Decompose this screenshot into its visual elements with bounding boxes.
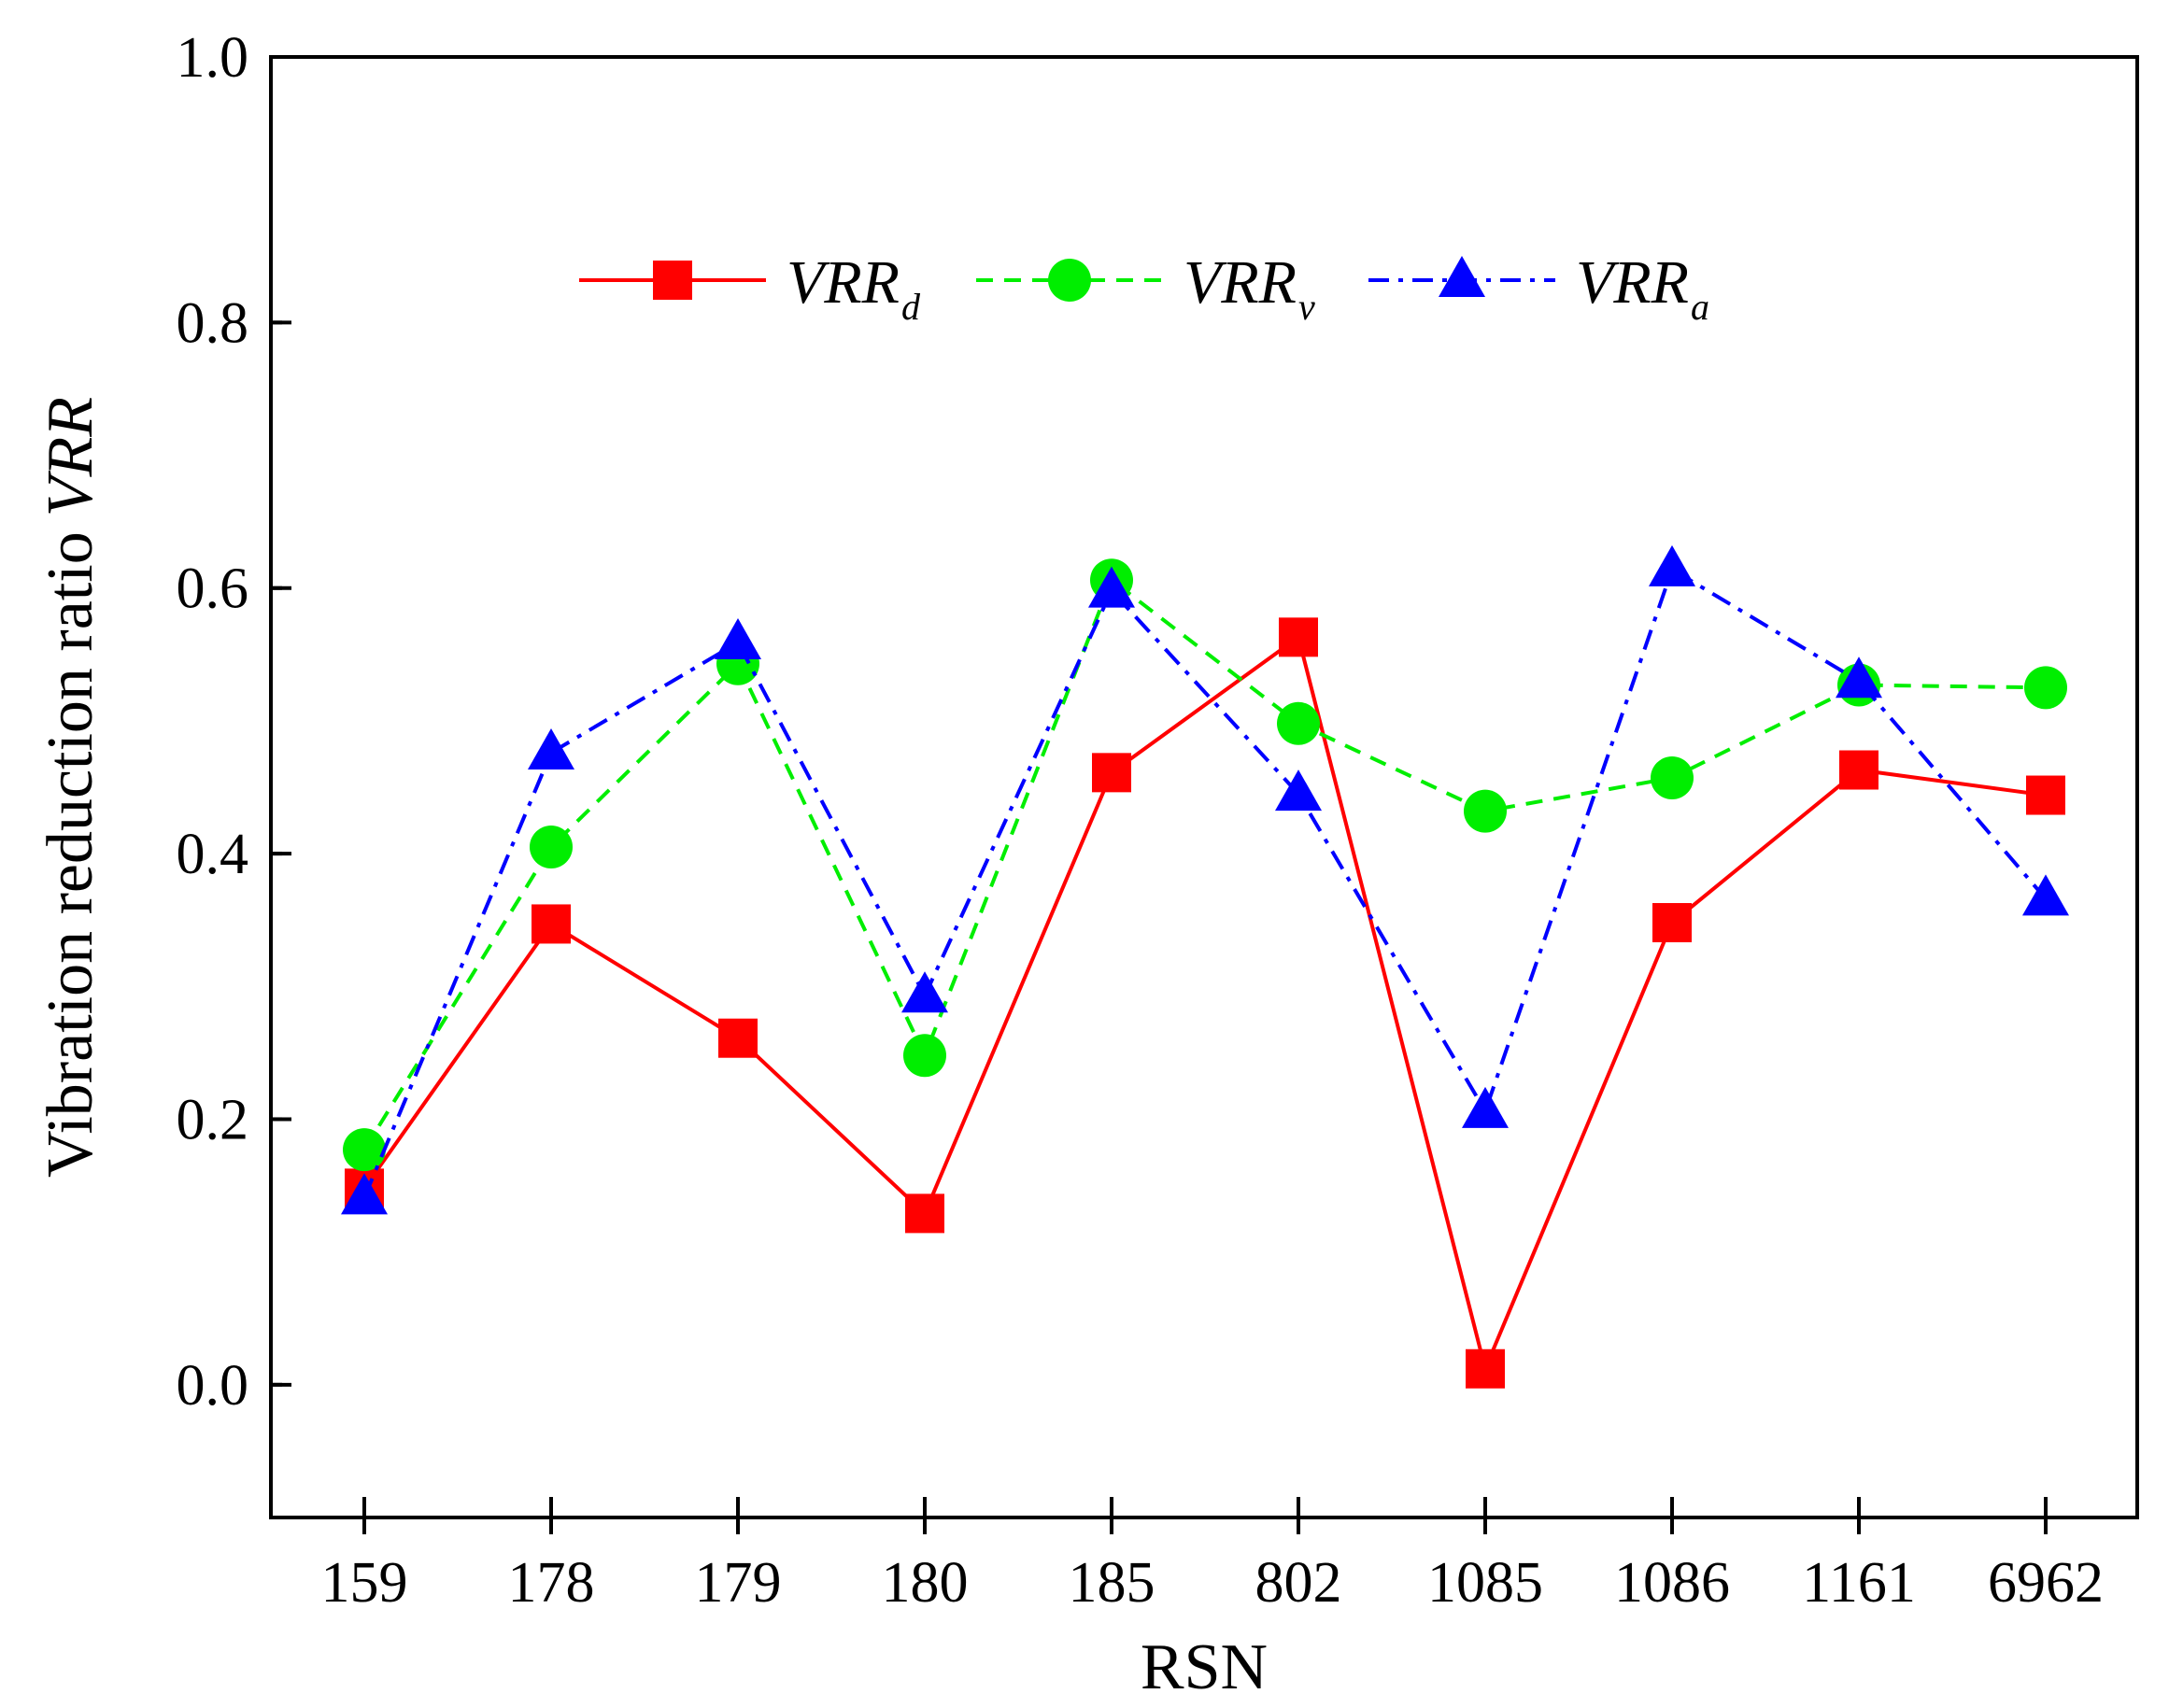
data-point-VRRa <box>1836 656 1882 699</box>
data-point-VRRv <box>343 1128 386 1172</box>
data-point-VRRa <box>1462 1086 1509 1128</box>
x-tick-label: 6962 <box>1988 1551 2104 1615</box>
y-axis-title-italic: VRR <box>35 397 106 516</box>
data-point-VRRa <box>2022 874 2069 916</box>
series-line-VRRv <box>362 576 2047 1151</box>
data-point-VRRa <box>1649 544 1695 586</box>
legend-label: VRRv <box>1184 248 1315 328</box>
series-VRRv <box>343 558 2067 1172</box>
legend-item-VRRv: VRRv <box>976 248 1315 328</box>
data-point-VRRv <box>1277 701 1320 745</box>
data-point-VRRa <box>715 618 761 660</box>
legend-label: VRRa <box>1576 248 1709 328</box>
data-point-VRRv <box>903 1034 946 1078</box>
x-tick-label: 159 <box>321 1551 408 1615</box>
data-point-VRRd <box>718 1018 758 1058</box>
series-VRRa <box>341 544 2069 1215</box>
y-tick-label: 1.0 <box>177 26 249 90</box>
data-point-VRRd <box>1092 753 1131 793</box>
axis-ticks: 0.0 0.2 0.4 0.6 0.8 1.0 159 178 179 180 185 802 1085… <box>177 26 2105 1615</box>
legend-marker <box>1048 259 1091 302</box>
y-tick-label: 0.6 <box>177 558 249 621</box>
series-layer <box>341 544 2069 1389</box>
data-point-VRRv <box>1464 789 1507 833</box>
data-point-VRRd <box>1652 903 1692 943</box>
x-tick-label: 178 <box>508 1551 595 1615</box>
data-point-VRRd <box>1466 1348 1505 1389</box>
y-tick-label: 0.4 <box>177 823 249 886</box>
data-point-VRRd <box>1279 617 1318 657</box>
series-VRRd <box>345 617 2065 1389</box>
data-point-VRRd <box>905 1193 944 1234</box>
legend-marker <box>653 261 692 300</box>
y-tick-label: 0.0 <box>177 1354 249 1418</box>
legend-item-VRRa: VRRa <box>1368 248 1709 328</box>
x-axis-title: RSN <box>1141 1631 1268 1703</box>
legend-marker <box>1439 256 1485 297</box>
data-point-VRRd <box>1839 750 1878 790</box>
data-point-VRRa <box>1088 566 1135 608</box>
data-point-VRRd <box>532 904 571 944</box>
legend-item-VRRd: VRRd <box>579 248 921 328</box>
series-line-VRRd <box>362 633 2047 1376</box>
y-tick-label: 0.2 <box>177 1088 249 1151</box>
y-axis-title: Vibration reduction ratio VRR <box>35 397 106 1178</box>
legend: VRRd VRRv VRRa <box>579 248 1709 328</box>
x-tick-label: 1161 <box>1802 1551 1916 1615</box>
data-point-VRRv <box>1651 756 1694 800</box>
x-tick-label: 802 <box>1255 1551 1342 1615</box>
x-tick-label: 1086 <box>1614 1551 1730 1615</box>
data-point-VRRv <box>2024 666 2067 710</box>
series-line-VRRa <box>362 566 2048 1199</box>
x-tick-label: 180 <box>882 1551 969 1615</box>
data-point-VRRa <box>901 971 948 1013</box>
data-point-VRRa <box>1275 769 1322 812</box>
x-tick-label: 185 <box>1069 1551 1155 1615</box>
plot-frame <box>269 55 2139 1519</box>
x-tick-label: 179 <box>695 1551 782 1615</box>
data-point-VRRd <box>2026 775 2065 815</box>
data-point-VRRa <box>341 1173 388 1215</box>
y-tick-label: 0.8 <box>177 291 249 355</box>
x-tick-label: 1085 <box>1427 1551 1543 1615</box>
data-point-VRRa <box>528 728 574 770</box>
y-axis-title-main: Vibration reduction ratio <box>35 531 106 1178</box>
data-point-VRRv <box>530 825 573 868</box>
legend-label: VRRd <box>787 248 921 328</box>
